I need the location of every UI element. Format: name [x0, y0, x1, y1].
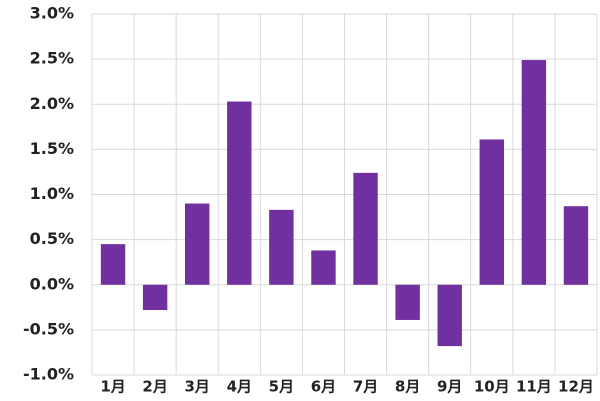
y-tick-label: 3.0%: [30, 4, 74, 23]
bar: [185, 203, 210, 285]
y-tick-label: -1.0%: [23, 365, 74, 384]
bar: [353, 172, 378, 285]
y-tick-label: 0.0%: [30, 274, 74, 293]
x-tick-label: 8月: [395, 378, 420, 396]
x-tick-label: 1月: [100, 378, 125, 396]
bar: [311, 250, 336, 285]
x-tick-label: 9月: [437, 378, 462, 396]
x-tick-label: 6月: [311, 378, 336, 396]
bar: [142, 284, 168, 311]
bar: [437, 284, 462, 347]
bar: [521, 60, 547, 285]
x-tick-label: 12月: [558, 378, 594, 396]
x-tick-label: 2月: [142, 378, 167, 396]
y-tick-label: 0.5%: [30, 229, 74, 248]
bar: [269, 209, 294, 285]
bar: [100, 244, 126, 285]
y-tick-label: 2.5%: [30, 49, 74, 68]
y-tick-label: -0.5%: [23, 319, 74, 338]
x-tick-label: 5月: [269, 378, 294, 396]
bar: [479, 139, 504, 285]
x-tick-label: 3月: [184, 378, 209, 396]
y-tick-label: 1.0%: [30, 184, 74, 203]
x-tick-label: 7月: [353, 378, 378, 396]
y-tick-label: 2.0%: [30, 94, 74, 113]
x-tick-label: 11月: [516, 378, 552, 396]
bar: [227, 101, 252, 285]
x-tick-label: 4月: [227, 378, 252, 396]
bar: [563, 206, 589, 285]
x-tick-label: 10月: [474, 378, 510, 396]
y-tick-label: 1.5%: [30, 139, 74, 158]
bar: [395, 284, 420, 320]
